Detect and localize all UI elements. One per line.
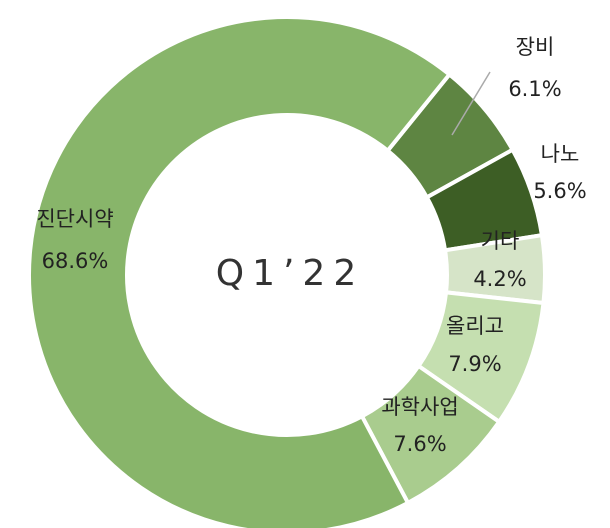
slices [27, 15, 547, 528]
value-label: 5.6% [533, 179, 586, 203]
slice [27, 15, 453, 528]
slice-label: 나노 [541, 142, 580, 166]
slice-label: 진단시약 [36, 207, 113, 231]
leader-line [451, 71, 491, 136]
chart-title: Q1’22 [216, 253, 365, 294]
value-label: 7.6% [393, 432, 446, 456]
slice-label: 과학사업 [381, 395, 458, 419]
value-label: 6.1% [508, 77, 561, 101]
slice-label: 올리고 [446, 314, 504, 338]
slice-label: 기타 [481, 229, 520, 253]
value-label: 4.2% [473, 267, 526, 291]
slice-label: 장비 [516, 35, 555, 59]
value-label: 7.9% [448, 352, 501, 376]
value-label: 68.6% [42, 249, 109, 273]
